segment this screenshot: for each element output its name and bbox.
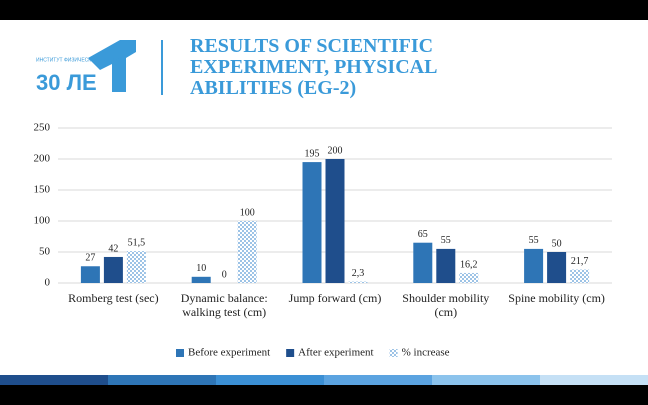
- bar: [126, 251, 146, 283]
- stripe: [324, 375, 432, 385]
- data-label: 55: [529, 235, 539, 246]
- bar: [436, 248, 456, 283]
- bar: [103, 256, 123, 283]
- data-label: 55: [441, 235, 451, 246]
- x-tick-label: Spine mobility (cm): [508, 291, 605, 305]
- data-label: 195: [305, 148, 320, 159]
- data-label: 0: [222, 269, 227, 280]
- stripe: [108, 375, 216, 385]
- bar: [459, 272, 479, 283]
- chart-title: RESULTS OF SCIENTIFIC EXPERIMENT, PHYSIC…: [190, 35, 437, 99]
- legend-label: Before experiment: [188, 347, 270, 359]
- legend-swatch: [176, 349, 184, 357]
- data-label: 27: [85, 253, 95, 264]
- y-tick-label: 150: [34, 184, 51, 196]
- x-tick-label: Dynamic balance: walking test (cm): [180, 291, 268, 319]
- bar: [547, 252, 567, 283]
- x-tick-label: Shoulder mobility (cm): [402, 291, 490, 319]
- logo-shape: [88, 40, 136, 92]
- bar: [80, 266, 100, 283]
- legend-label: % increase: [402, 347, 450, 359]
- y-tick-label: 50: [39, 246, 51, 258]
- bar: [348, 281, 368, 283]
- bar: [570, 269, 590, 283]
- data-label: 51,5: [128, 237, 146, 248]
- bar: [302, 162, 322, 283]
- stripe: [540, 375, 648, 385]
- legend-swatch: [389, 349, 398, 357]
- data-label: 42: [108, 243, 118, 254]
- logo-text: 30 ЛЕ: [36, 70, 97, 95]
- y-tick-label: 200: [34, 153, 51, 165]
- data-label: 100: [240, 207, 255, 218]
- data-label: 2,3: [352, 268, 365, 279]
- data-label: 21,7: [571, 256, 589, 267]
- x-tick-label: Romberg test (sec): [68, 291, 159, 305]
- bar: [191, 276, 211, 283]
- bar: [237, 221, 257, 283]
- bar: [413, 242, 433, 283]
- stripe: [432, 375, 540, 385]
- data-label: 16,2: [460, 259, 478, 270]
- data-label: 50: [552, 238, 562, 249]
- stripe: [0, 375, 108, 385]
- y-tick-label: 0: [45, 277, 51, 289]
- data-label: 10: [196, 263, 206, 274]
- slide-background: [0, 20, 648, 385]
- legend-label: After experiment: [298, 347, 373, 359]
- data-label: 200: [328, 145, 343, 156]
- stripe: [216, 375, 324, 385]
- x-tick-label: Jump forward (cm): [288, 291, 382, 305]
- bar: [325, 159, 345, 283]
- data-label: 65: [418, 229, 428, 240]
- bar: [524, 248, 544, 283]
- y-tick-label: 100: [34, 215, 51, 227]
- legend-swatch: [286, 349, 295, 357]
- y-tick-label: 250: [34, 122, 51, 134]
- logo-caption: ИНСТИТУТ ФИЗИЧЕСКОЙ КУЛЬТУРЫ: [36, 55, 127, 63]
